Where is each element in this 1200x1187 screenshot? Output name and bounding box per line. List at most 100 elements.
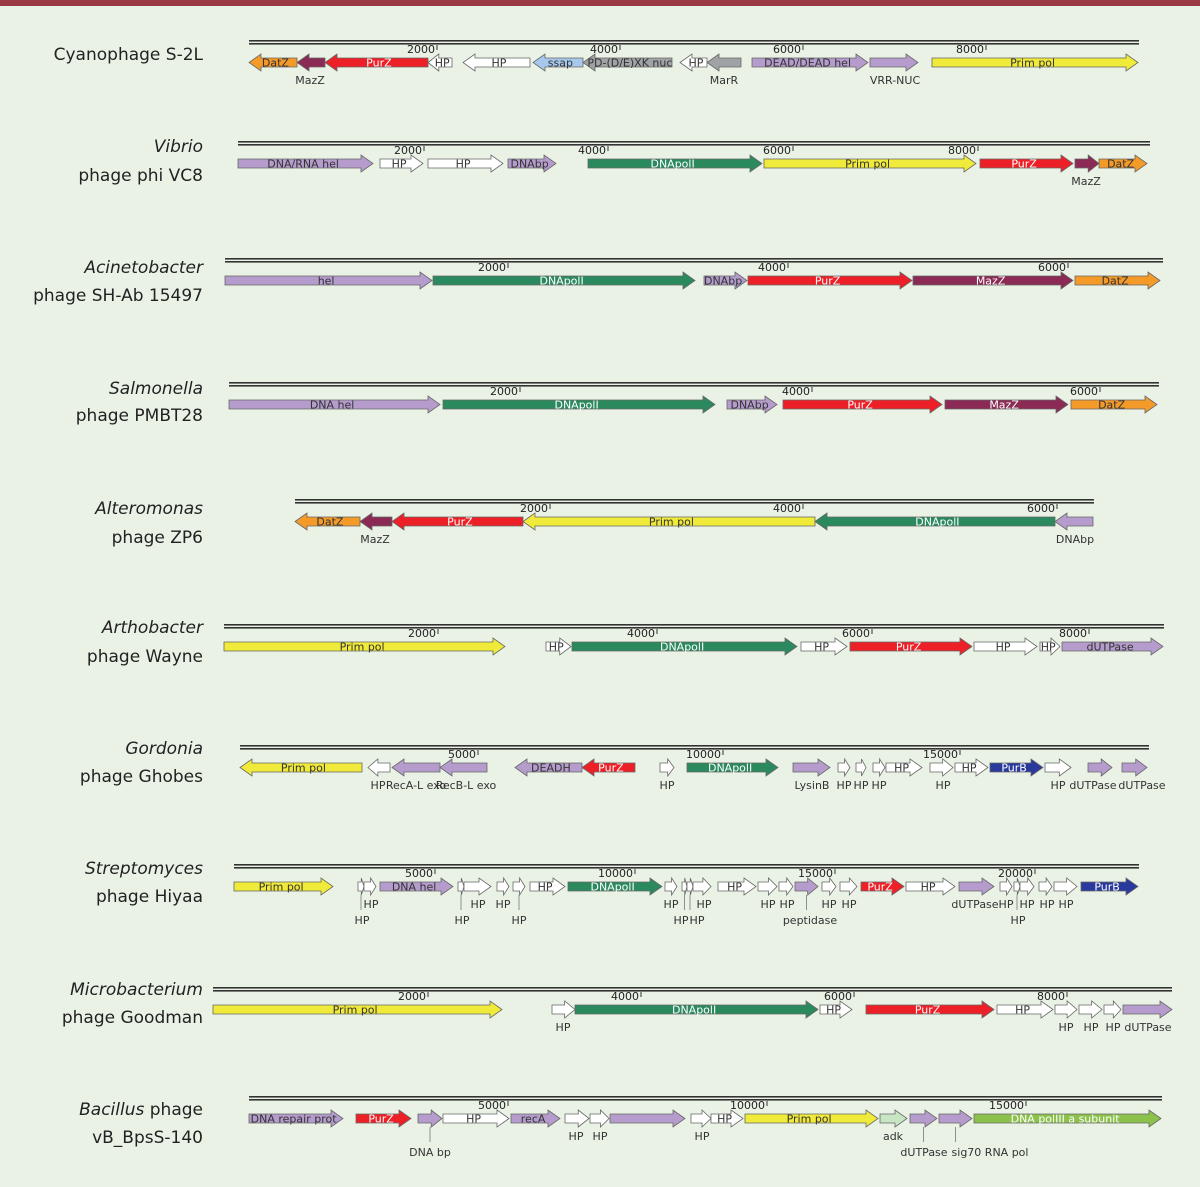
- gene-label: DatZ: [1102, 275, 1130, 288]
- gene-arrow: [545, 637, 572, 656]
- gene-arrow: [1044, 758, 1072, 777]
- tick-label: 2000: [408, 627, 436, 640]
- gene-arrow: [582, 53, 673, 72]
- gene-below-label: RecB-L exo: [436, 779, 497, 792]
- gene-label: DNApolI: [554, 399, 598, 412]
- phage-row: Streptomyces phage Hiyaa 5000 10000 15000 200…: [85, 859, 1139, 927]
- genome-line: [213, 990, 1172, 992]
- gene-label: hel: [318, 275, 335, 288]
- gene-arrow: [792, 758, 831, 777]
- gene-arrow: [359, 512, 393, 531]
- tick-label: 8000: [1059, 627, 1087, 640]
- gene-arrow: [457, 877, 465, 896]
- tick-label: 5000: [478, 1099, 506, 1112]
- gene-label: HP: [538, 881, 553, 894]
- genome-line: [249, 1099, 1162, 1101]
- gene-arrow: [294, 512, 361, 531]
- gene-arrow: [574, 1000, 819, 1019]
- gene-arrow: [248, 53, 298, 72]
- gene-label: MazZ: [989, 399, 1019, 412]
- gene-below-label: HP: [593, 1130, 608, 1143]
- gene-arrow: [855, 758, 867, 777]
- top-border: [0, 0, 1200, 6]
- gene-label: PurZ: [915, 1004, 941, 1017]
- phage-row: Acinetobacter phage SH-Ab 15497 2000 4000 60…: [33, 258, 1163, 306]
- phage-name: phage Goodman: [62, 1008, 203, 1028]
- gene-arrow: [223, 637, 506, 656]
- gene-below-label: HP: [842, 898, 857, 911]
- gene-label: HP: [435, 57, 450, 70]
- gene-below-label: HP: [1106, 1021, 1121, 1034]
- gene-arrow: [686, 758, 779, 777]
- gene-arrow: [427, 154, 504, 173]
- tick-label: 4000: [627, 627, 655, 640]
- gene-label: HP: [549, 641, 564, 654]
- gene-arrow: [958, 877, 995, 896]
- gene-below-label: HP: [872, 779, 887, 792]
- gene-label: DNApolI: [915, 516, 959, 529]
- gene-label: DNA/RNA hel: [267, 158, 339, 171]
- gene-arrow: [296, 53, 326, 72]
- gene-arrow: [744, 1109, 879, 1128]
- phage-name: vB_BpsS-140: [92, 1128, 203, 1148]
- gene-arrow: [571, 637, 798, 656]
- gene-label: HP: [1041, 641, 1056, 654]
- gene-label: Prim pol: [649, 516, 694, 529]
- gene-arrow: [1038, 876, 1053, 897]
- gene-below-label: MazZ: [295, 74, 325, 87]
- gene-arrow: [706, 53, 742, 72]
- phage-name: Streptomyces: [85, 859, 203, 879]
- gene-label: PurZ: [815, 275, 841, 288]
- gene-arrow: [1053, 877, 1078, 896]
- gene-below-label: LysinB: [795, 779, 830, 792]
- gene-label: Prim pol: [333, 1004, 378, 1017]
- gene-below-label: HP: [1059, 1021, 1074, 1034]
- gene-label: DatZ: [262, 57, 290, 70]
- tick-label: 6000: [1070, 385, 1098, 398]
- gene-label: recA: [521, 1113, 546, 1126]
- gene-arrow: [324, 53, 429, 72]
- gene-arrow: [839, 876, 858, 897]
- gene-arrow: [1122, 1000, 1173, 1019]
- gene-below-label: HP: [371, 779, 386, 792]
- gene-arrow: [860, 877, 905, 896]
- gene-label: HP: [894, 762, 909, 775]
- gene-arrow: [529, 877, 566, 896]
- tick-label: 6000: [1027, 502, 1055, 515]
- gene-arrow: [442, 1109, 510, 1128]
- gene-arrow: [794, 877, 819, 896]
- phage-name: Alteromonas: [94, 499, 203, 519]
- gene-label: DNA hel: [392, 881, 437, 894]
- gene-arrow: [690, 1109, 712, 1128]
- gene-label: Prim pol: [340, 641, 385, 654]
- tick-label: 5000: [448, 748, 476, 761]
- gene-label: PurZ: [368, 1113, 394, 1126]
- gene-arrow: [763, 154, 977, 173]
- gene-arrow: [747, 271, 913, 290]
- tick-label: 2000: [490, 385, 518, 398]
- gene-below-label: HP: [455, 914, 470, 927]
- gene-arrow: [757, 877, 778, 896]
- gene-label: HP: [962, 762, 977, 775]
- genome-line: [234, 867, 1139, 869]
- genome-line: [249, 40, 1139, 42]
- gene-arrow: [912, 271, 1074, 290]
- genome-line: [249, 1096, 1162, 1098]
- tick-label: 2000: [407, 43, 435, 56]
- gene-label: Prim pol: [845, 158, 890, 171]
- gene-arrow: [587, 154, 763, 173]
- gene-arrow: [1078, 1000, 1103, 1019]
- gene-arrow: [1039, 637, 1061, 656]
- gene-arrow: [999, 876, 1013, 897]
- gene-arrow: [814, 512, 1056, 531]
- gene-label: PurZ: [366, 57, 392, 70]
- tick-label: 2000: [478, 261, 506, 274]
- phage-name: Cyanophage S-2L: [54, 45, 204, 65]
- phage-row: Arthobacter phage Wayne 2000 4000 6000 8000 Pr…: [87, 618, 1164, 667]
- genome-line: [295, 499, 1094, 501]
- tick-label: 2000: [398, 990, 426, 1003]
- gene-below-label: peptidase: [783, 914, 838, 927]
- gene-arrow: [507, 154, 557, 173]
- gene-arrow: [679, 53, 708, 72]
